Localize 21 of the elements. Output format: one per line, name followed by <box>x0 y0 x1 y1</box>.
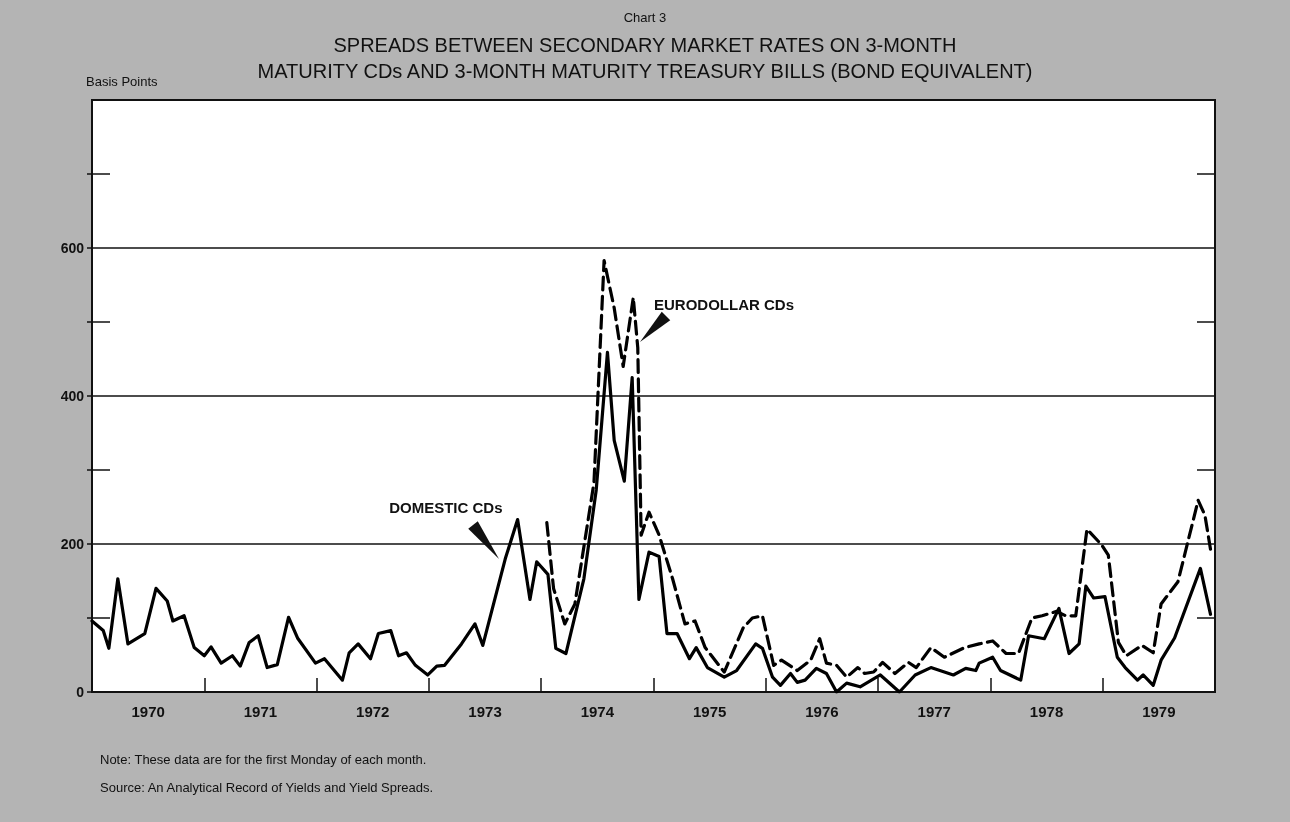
x-tick-label: 1975 <box>692 703 727 720</box>
annotation: EURODOLLAR CDs <box>654 295 795 313</box>
y-tick-label: 0 <box>76 684 85 700</box>
x-tick-label: 1971 <box>243 703 278 720</box>
y-tick-label: 600 <box>60 240 85 256</box>
x-tick-label: 1974 <box>580 703 615 720</box>
x-tick-label: 1979 <box>1142 703 1176 720</box>
x-tick-label: 1976 <box>805 703 839 720</box>
x-tick-label: 1973 <box>468 703 502 720</box>
x-tick-label: 1972 <box>356 703 390 720</box>
chart-title: SPREADS BETWEEN SECONDARY MARKET RATES ON 3-MONTH MATURITY CDs AND 3-MONTH MATURITY TREASURY BILLS (BOND EQUIVALENT) <box>257 34 1033 82</box>
annotation: DOMESTIC CDs <box>389 498 503 516</box>
x-tick-label: 1978 <box>1029 703 1064 720</box>
source-note: Source: An Analytical Record of Yields and Yield Spreads. <box>100 780 434 795</box>
y-tick-label: 200 <box>60 536 85 552</box>
x-tick-label: 1970 <box>131 703 165 720</box>
text: Note: These data are for the first Monday of each month. <box>100 752 427 767</box>
x-tick-label: 1977 <box>917 703 951 720</box>
y-axis-title: Basis Points <box>86 74 159 89</box>
chart-subtitle: Chart 3 <box>622 10 668 25</box>
y-tick-label: 400 <box>60 388 85 404</box>
